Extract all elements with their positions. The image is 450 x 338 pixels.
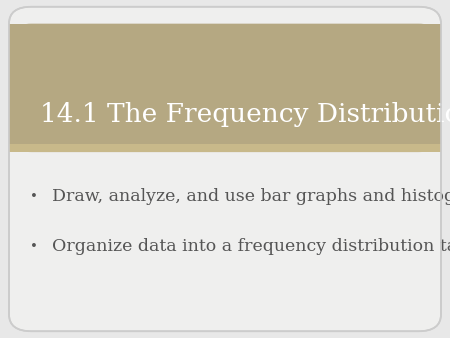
FancyBboxPatch shape [9,24,441,152]
Text: Organize data into a frequency distribution table.: Organize data into a frequency distribut… [52,238,450,255]
Text: •: • [30,190,38,202]
Text: Draw, analyze, and use bar graphs and histograms.: Draw, analyze, and use bar graphs and hi… [52,188,450,204]
Bar [9,144,441,152]
Text: 14.1 The Frequency Distribution: 14.1 The Frequency Distribution [40,102,450,127]
FancyBboxPatch shape [9,7,441,331]
Text: •: • [30,240,38,253]
Bar [9,24,441,152]
